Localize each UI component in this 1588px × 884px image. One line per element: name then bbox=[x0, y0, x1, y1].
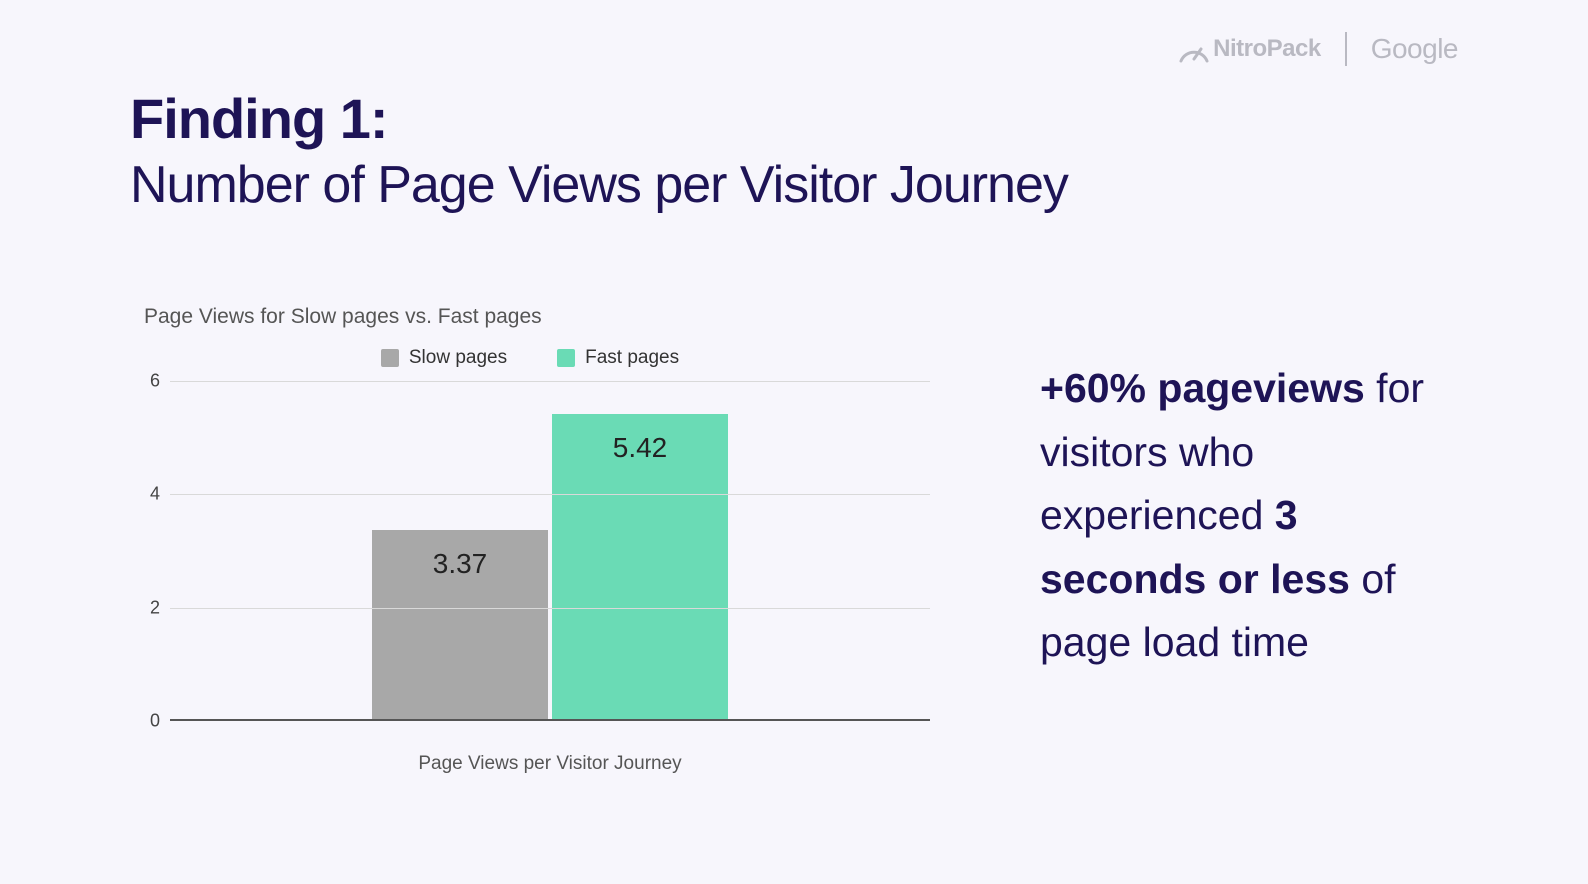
grid-line bbox=[170, 381, 930, 382]
legend-label: Slow pages bbox=[409, 347, 507, 369]
chart-bar: 3.37 bbox=[372, 530, 548, 721]
y-tick-label: 2 bbox=[140, 597, 160, 618]
chart-bar: 5.42 bbox=[552, 414, 728, 721]
heading: Finding 1: Number of Page Views per Visi… bbox=[130, 86, 1458, 215]
heading-line1: Finding 1: bbox=[130, 86, 1458, 151]
bar-chart: Page Views for Slow pages vs. Fast pages… bbox=[130, 305, 930, 775]
chart-legend: Slow pages Fast pages bbox=[130, 347, 930, 369]
bar-value-label: 5.42 bbox=[552, 432, 728, 464]
slide: NitroPack Google Finding 1: Number of Pa… bbox=[0, 0, 1588, 884]
callout-text: +60% pageviews for visitors who experien… bbox=[1040, 357, 1458, 675]
content-row: Page Views for Slow pages vs. Fast pages… bbox=[130, 305, 1458, 775]
gauge-icon bbox=[1177, 41, 1211, 63]
y-tick-label: 6 bbox=[140, 371, 160, 392]
chart-x-label: Page Views per Visitor Journey bbox=[170, 753, 930, 775]
y-tick-label: 4 bbox=[140, 484, 160, 505]
grid-line bbox=[170, 494, 930, 495]
legend-swatch bbox=[381, 349, 399, 367]
grid-line bbox=[170, 608, 930, 609]
chart-x-axis bbox=[170, 719, 930, 721]
callout-bold-span: +60% pageviews bbox=[1040, 365, 1365, 411]
heading-line2: Number of Page Views per Visitor Journey bbox=[130, 155, 1458, 215]
chart-bars-container: 3.37 5.42 bbox=[170, 381, 930, 721]
google-logo-text: Google bbox=[1371, 33, 1458, 65]
bar-value-label: 3.37 bbox=[372, 548, 548, 580]
legend-swatch bbox=[557, 349, 575, 367]
legend-item: Slow pages bbox=[381, 347, 507, 369]
nitropack-logo: NitroPack bbox=[1177, 35, 1321, 63]
chart-plot-area: 3.375.42 0246 bbox=[170, 381, 930, 721]
logo-bar: NitroPack Google bbox=[1177, 32, 1458, 66]
nitropack-logo-text: NitroPack bbox=[1213, 35, 1321, 63]
chart-title: Page Views for Slow pages vs. Fast pages bbox=[144, 305, 930, 329]
legend-label: Fast pages bbox=[585, 347, 679, 369]
legend-item: Fast pages bbox=[557, 347, 679, 369]
logo-divider bbox=[1345, 32, 1347, 66]
y-tick-label: 0 bbox=[140, 711, 160, 732]
